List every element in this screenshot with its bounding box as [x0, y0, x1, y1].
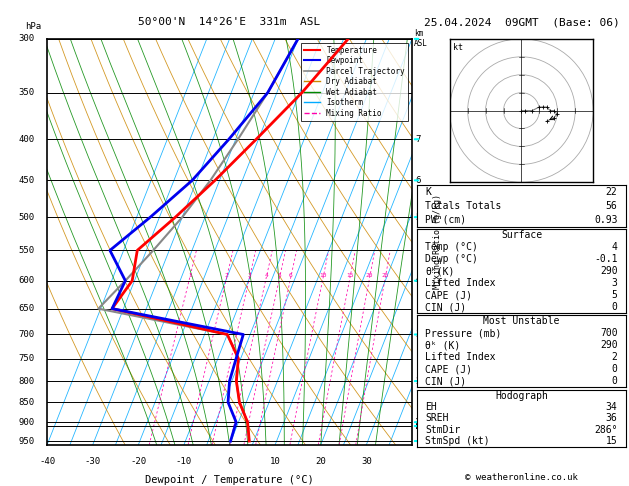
- Text: Pressure (mb): Pressure (mb): [425, 329, 502, 338]
- Text: CAPE (J): CAPE (J): [425, 364, 472, 374]
- Text: 0.93: 0.93: [594, 215, 618, 225]
- Text: 0: 0: [227, 457, 232, 466]
- Text: 2: 2: [225, 273, 228, 278]
- Text: 1: 1: [188, 273, 192, 278]
- Text: 4: 4: [415, 276, 420, 285]
- Text: Dewpoint / Temperature (°C): Dewpoint / Temperature (°C): [145, 475, 314, 485]
- Text: SREH: SREH: [425, 414, 449, 423]
- Text: 600: 600: [18, 276, 35, 285]
- Text: kt: kt: [454, 43, 464, 52]
- Text: 10: 10: [270, 457, 281, 466]
- Text: 450: 450: [18, 176, 35, 185]
- Text: 20: 20: [315, 457, 326, 466]
- Text: EH: EH: [425, 402, 437, 412]
- Text: 900: 900: [18, 417, 35, 427]
- Text: 6: 6: [415, 176, 420, 185]
- Text: θᵏ (K): θᵏ (K): [425, 340, 460, 350]
- Text: 50°00'N  14°26'E  331m  ASL: 50°00'N 14°26'E 331m ASL: [138, 17, 321, 27]
- Text: Most Unstable: Most Unstable: [483, 316, 560, 327]
- Text: -0.1: -0.1: [594, 254, 618, 264]
- Text: StmSpd (kt): StmSpd (kt): [425, 436, 490, 446]
- Text: 30: 30: [361, 457, 372, 466]
- Text: K: K: [425, 187, 431, 197]
- Text: Lifted Index: Lifted Index: [425, 278, 496, 288]
- Text: 0: 0: [611, 302, 618, 312]
- Text: 4: 4: [264, 273, 268, 278]
- Text: 286°: 286°: [594, 425, 618, 435]
- Text: 7: 7: [415, 135, 420, 144]
- Text: StmDir: StmDir: [425, 425, 460, 435]
- Text: 10: 10: [320, 273, 327, 278]
- Text: 290: 290: [600, 340, 618, 350]
- Text: 950: 950: [18, 436, 35, 446]
- Text: 750: 750: [18, 354, 35, 363]
- Text: Totals Totals: Totals Totals: [425, 201, 502, 211]
- Text: 550: 550: [18, 246, 35, 255]
- Text: 20: 20: [366, 273, 374, 278]
- Text: 700: 700: [18, 330, 35, 339]
- Text: 36: 36: [606, 414, 618, 423]
- Text: Hodograph: Hodograph: [495, 391, 548, 400]
- Text: 6: 6: [289, 273, 292, 278]
- Text: θᵏ(K): θᵏ(K): [425, 266, 455, 276]
- Text: 290: 290: [600, 266, 618, 276]
- Text: 5: 5: [277, 273, 281, 278]
- Text: 400: 400: [18, 135, 35, 144]
- Text: CIN (J): CIN (J): [425, 302, 467, 312]
- Text: 5: 5: [415, 212, 420, 222]
- Text: 800: 800: [18, 377, 35, 385]
- Text: CAPE (J): CAPE (J): [425, 290, 472, 300]
- Text: 2: 2: [611, 352, 618, 363]
- Text: Dewp (°C): Dewp (°C): [425, 254, 478, 264]
- Text: -20: -20: [130, 457, 147, 466]
- Text: Temp (°C): Temp (°C): [425, 243, 478, 252]
- Text: 0: 0: [611, 364, 618, 374]
- Text: 3: 3: [248, 273, 251, 278]
- Text: 34: 34: [606, 402, 618, 412]
- Text: 15: 15: [606, 436, 618, 446]
- Text: 25: 25: [381, 273, 389, 278]
- Text: -10: -10: [176, 457, 192, 466]
- Text: 3: 3: [611, 278, 618, 288]
- Text: -40: -40: [39, 457, 55, 466]
- Text: LCL: LCL: [415, 421, 431, 431]
- Text: Mixing Ratio (g/kg): Mixing Ratio (g/kg): [433, 194, 442, 289]
- Text: 3: 3: [415, 330, 420, 339]
- Text: Lifted Index: Lifted Index: [425, 352, 496, 363]
- Text: 650: 650: [18, 304, 35, 313]
- Text: 300: 300: [18, 35, 35, 43]
- Text: 0: 0: [611, 376, 618, 386]
- Text: 700: 700: [600, 329, 618, 338]
- Text: 350: 350: [18, 88, 35, 97]
- Text: 1: 1: [415, 417, 420, 427]
- Text: 850: 850: [18, 398, 35, 407]
- Text: 25.04.2024  09GMT  (Base: 06): 25.04.2024 09GMT (Base: 06): [424, 17, 620, 27]
- Text: 4: 4: [611, 243, 618, 252]
- Text: -30: -30: [85, 457, 101, 466]
- Text: 56: 56: [606, 201, 618, 211]
- Text: 22: 22: [606, 187, 618, 197]
- Text: hPa: hPa: [25, 22, 42, 31]
- Legend: Temperature, Dewpoint, Parcel Trajectory, Dry Adiabat, Wet Adiabat, Isotherm, Mi: Temperature, Dewpoint, Parcel Trajectory…: [301, 43, 408, 121]
- Text: 2: 2: [415, 377, 420, 385]
- Text: CIN (J): CIN (J): [425, 376, 467, 386]
- Text: 5: 5: [611, 290, 618, 300]
- Text: PW (cm): PW (cm): [425, 215, 467, 225]
- Text: 500: 500: [18, 212, 35, 222]
- Text: km
ASL: km ASL: [414, 29, 428, 48]
- Text: Surface: Surface: [501, 230, 542, 241]
- Text: © weatheronline.co.uk: © weatheronline.co.uk: [465, 473, 578, 482]
- Text: 15: 15: [346, 273, 353, 278]
